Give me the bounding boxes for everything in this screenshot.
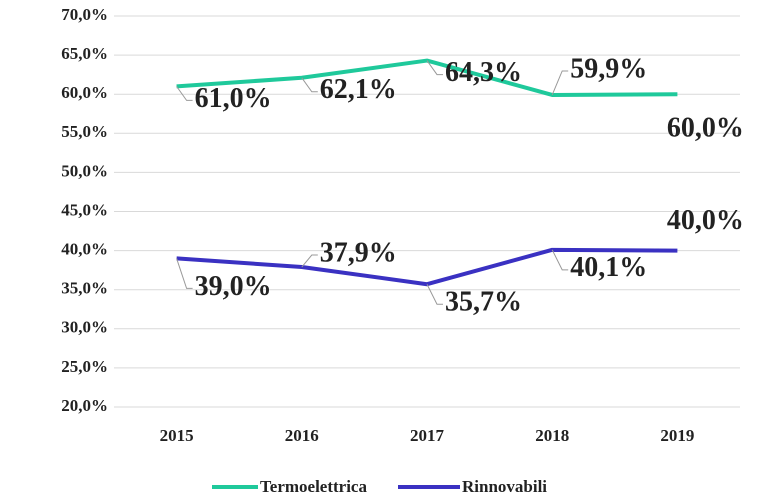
y-tick-label: 30,0%: [61, 318, 108, 337]
data-label: 62,1%: [320, 74, 397, 105]
leader-line: [426, 60, 443, 76]
y-tick-label: 50,0%: [61, 161, 108, 180]
x-tick-label: 2016: [285, 426, 319, 445]
data-label: 40,1%: [570, 252, 647, 283]
y-tick-label: 35,0%: [61, 279, 108, 298]
leader-line: [176, 258, 193, 289]
data-label: 35,7%: [445, 287, 522, 318]
data-label: 60,0%: [667, 113, 744, 144]
data-label: 64,3%: [445, 57, 522, 88]
legend-label: Termoelettrica: [260, 477, 367, 496]
y-tick-label: 45,0%: [61, 200, 108, 219]
leader-line: [426, 284, 443, 305]
data-label: 59,9%: [570, 53, 647, 84]
y-tick-label: 70,0%: [61, 5, 108, 24]
leader-line: [551, 249, 569, 271]
y-tick-label: 55,0%: [61, 122, 108, 141]
x-tick-label: 2015: [160, 426, 194, 445]
leader-line: [301, 254, 318, 268]
y-tick-label: 40,0%: [61, 240, 108, 259]
data-label: 40,0%: [667, 205, 744, 236]
data-label: 39,0%: [195, 271, 272, 302]
data-label: 37,9%: [320, 237, 397, 268]
y-tick-label: 65,0%: [61, 44, 108, 63]
leader-line: [301, 77, 318, 93]
y-tick-label: 60,0%: [61, 83, 108, 102]
x-tick-label: 2019: [660, 426, 694, 445]
y-tick-label: 20,0%: [61, 396, 108, 415]
leader-line: [551, 70, 569, 96]
leader-line: [176, 86, 193, 101]
data-label: 61,0%: [195, 83, 272, 114]
legend-label: Rinnovabili: [462, 477, 547, 496]
x-tick-label: 2018: [535, 426, 569, 445]
y-tick-label: 25,0%: [61, 357, 108, 376]
x-tick-label: 2017: [410, 426, 445, 445]
